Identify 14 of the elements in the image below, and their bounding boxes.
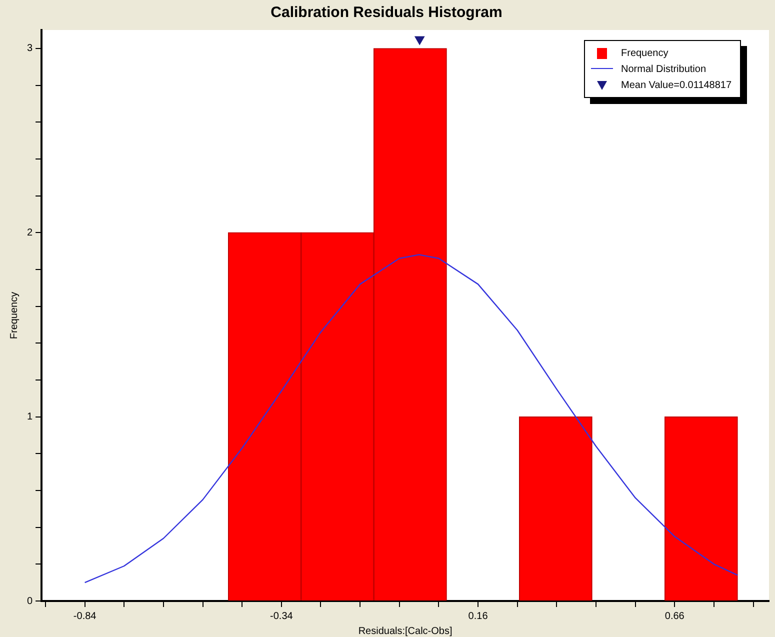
legend-label: Mean Value=0.01148817 [621, 80, 732, 90]
y-tick-label: 2 [27, 227, 33, 238]
y-tick-label: 0 [27, 596, 33, 607]
legend-label: Frequency [621, 48, 668, 58]
y-axis-title: Frequency [8, 292, 20, 340]
chart-title: Calibration Residuals Histogram [270, 4, 502, 22]
x-tick-label: -0.84 [73, 610, 97, 622]
x-axis-title: Residuals:[Calc-Obs] [358, 626, 452, 637]
y-tick-label: 3 [27, 43, 33, 54]
x-tick-label: 0.66 [664, 610, 685, 622]
legend-label: Normal Distribution [621, 64, 706, 74]
x-tick-label: -0.34 [270, 610, 294, 622]
y-tick-label: 1 [27, 412, 33, 423]
x-tick-label: 0.16 [468, 610, 488, 622]
